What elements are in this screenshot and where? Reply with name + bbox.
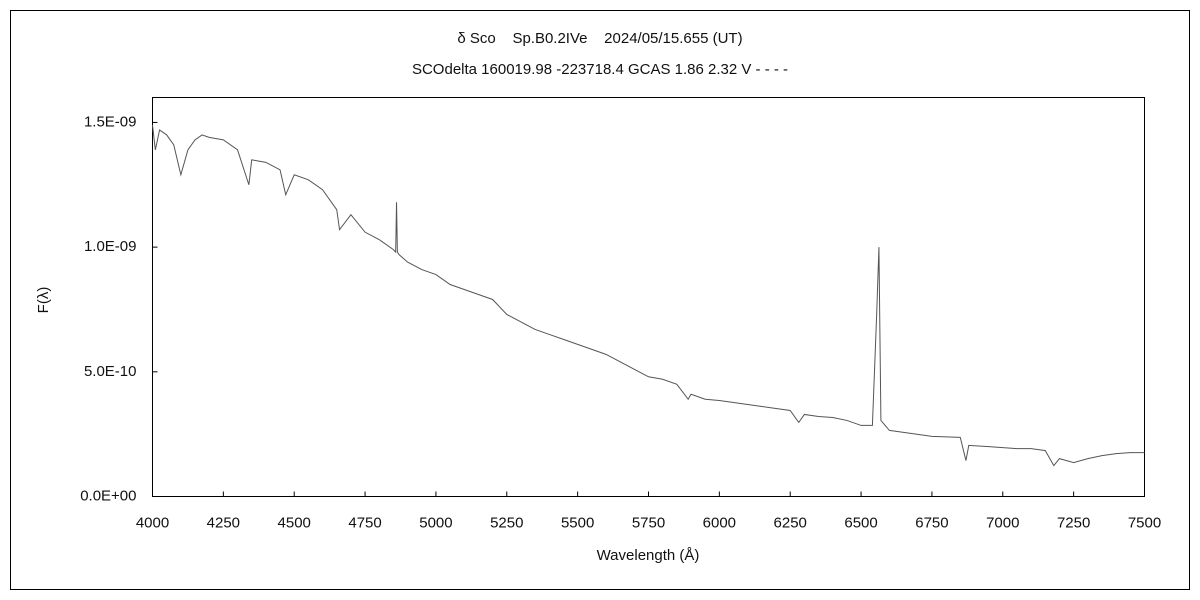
x-tick-label: 7250: [1057, 514, 1090, 531]
spectrum-line: [152, 124, 1145, 467]
x-tick-label: 5250: [490, 514, 523, 531]
x-tick-label: 6250: [774, 514, 807, 531]
plot-area: [152, 97, 1145, 497]
frame: [10, 10, 1190, 590]
chart-subtitle: SCOdelta 160019.98 -223718.4 GCAS 1.86 2…: [412, 61, 788, 78]
x-tick-label: 7500: [1128, 514, 1161, 531]
y-tick-label: 1.0E-09: [84, 238, 137, 255]
x-tick-label: 7000: [986, 514, 1019, 531]
x-tick-label: 4000: [136, 514, 169, 531]
x-tick-label: 4750: [348, 514, 381, 531]
y-tick-label: 0.0E+00: [80, 487, 136, 504]
y-tick-label: 5.0E-10: [84, 363, 137, 380]
x-tick-label: 4500: [278, 514, 311, 531]
chart-title: δ Sco Sp.B0.2IVe 2024/05/15.655 (UT): [457, 30, 742, 47]
x-tick-label: 5500: [561, 514, 594, 531]
y-axis-label: F(λ): [35, 287, 52, 314]
x-tick-label: 6750: [915, 514, 948, 531]
x-tick-label: 5000: [419, 514, 452, 531]
x-tick-label: 6500: [844, 514, 877, 531]
x-axis-label: Wavelength (Å): [597, 547, 700, 564]
x-tick-label: 4250: [207, 514, 240, 531]
x-tick-label: 6000: [703, 514, 736, 531]
x-tick-label: 5750: [632, 514, 665, 531]
y-tick-label: 1.5E-09: [84, 113, 137, 130]
